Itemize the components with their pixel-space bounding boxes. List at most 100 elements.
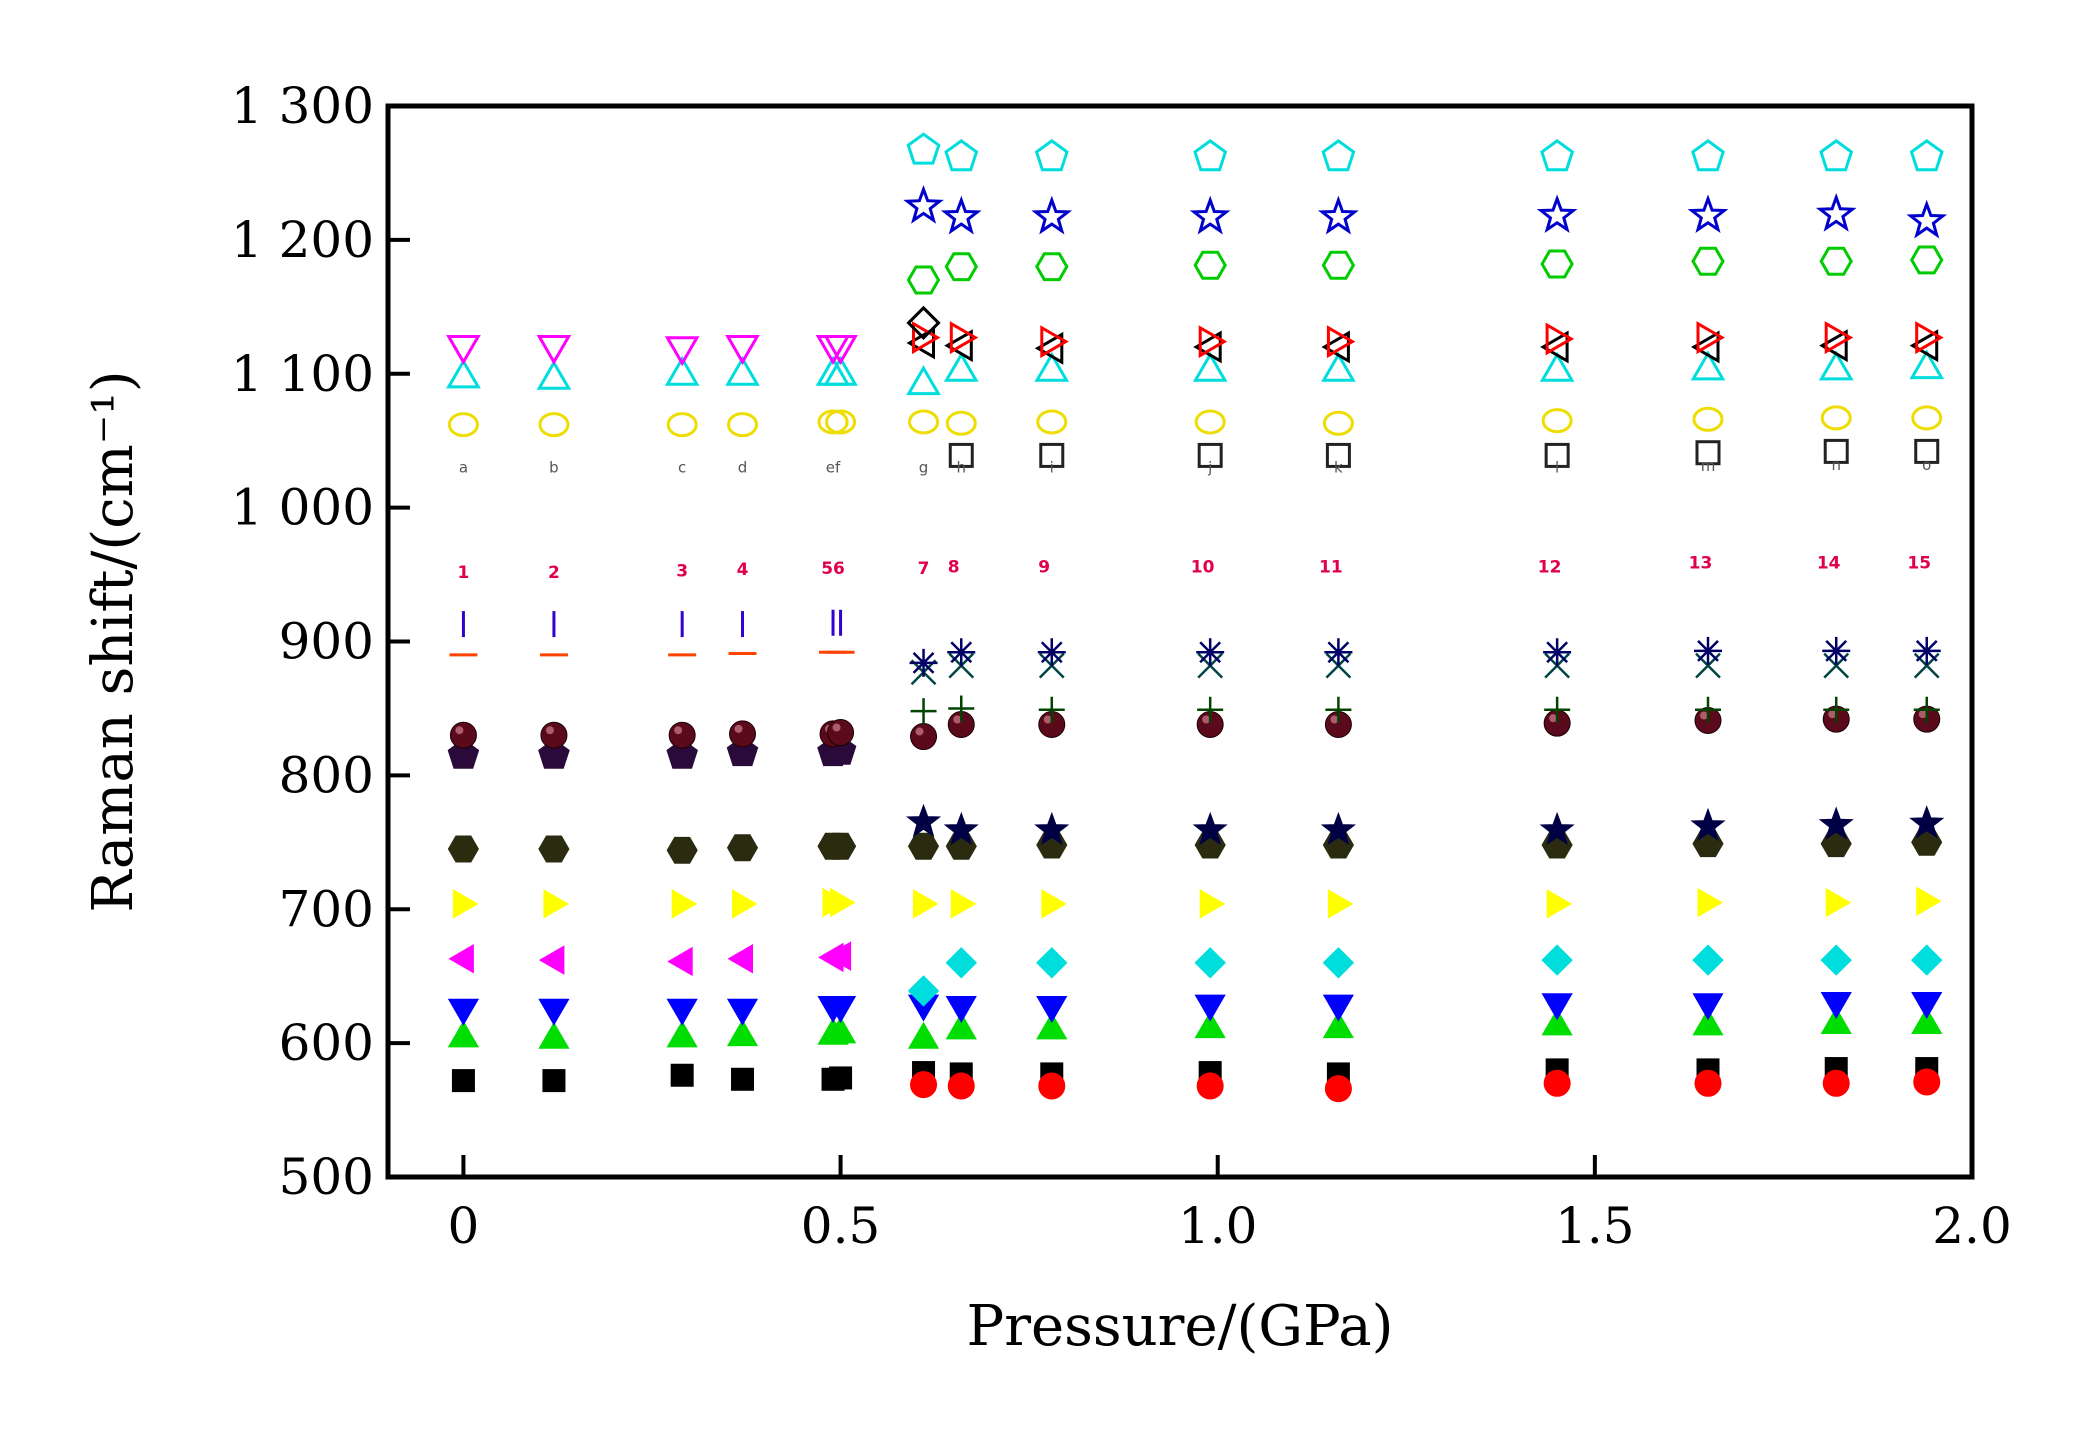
data-point (449, 721, 477, 749)
data-point (1325, 696, 1352, 723)
data-point (538, 738, 570, 769)
data-point (1193, 330, 1222, 364)
y-tick-label: 1 100 (231, 345, 374, 403)
data-point (725, 335, 760, 366)
data-point (1911, 828, 1943, 856)
data-point (1541, 408, 1573, 434)
data-point (1322, 994, 1354, 1022)
data-point-highlight (832, 723, 841, 732)
y-tick-label: 800 (279, 746, 374, 804)
data-point (950, 889, 977, 919)
data-point (1536, 194, 1578, 234)
data-point (1194, 1011, 1226, 1039)
data-point (1818, 806, 1854, 840)
data-point (1916, 886, 1942, 916)
data-point (536, 335, 572, 365)
data-point (945, 410, 977, 436)
x-tick-label: 0.5 (801, 1197, 881, 1255)
data-point (824, 996, 857, 1023)
data-point (1322, 947, 1355, 979)
data-point (945, 996, 977, 1023)
data-point (906, 305, 941, 341)
data-point (1326, 325, 1356, 359)
point-letter-label: b (549, 458, 559, 476)
data-point (543, 889, 569, 919)
data-point (732, 889, 758, 919)
data-point (1818, 350, 1854, 381)
data-point (907, 832, 940, 860)
data-point-highlight (455, 726, 464, 735)
data-point (664, 355, 700, 386)
data-point (1697, 887, 1724, 918)
point-letter-label: h (956, 458, 966, 476)
data-point (825, 409, 857, 435)
point-number-label: 14 (1817, 554, 1841, 574)
data-point (1189, 195, 1231, 235)
data-point (447, 998, 480, 1026)
data-point (1193, 250, 1227, 280)
data-point (1322, 1011, 1354, 1039)
x-tick-label: 2.0 (1932, 1197, 2012, 1255)
data-point (1690, 807, 1726, 842)
data-point (909, 648, 938, 677)
data-point (1034, 139, 1069, 172)
data-point (1324, 1075, 1352, 1103)
data-point (1196, 1072, 1224, 1100)
data-point (944, 329, 973, 363)
data-point (1696, 321, 1725, 355)
data-point (1546, 889, 1573, 919)
data-point (913, 889, 939, 919)
data-point (1543, 1069, 1571, 1097)
data-point (947, 1072, 975, 1100)
data-point (1912, 636, 1941, 665)
data-point (1540, 139, 1575, 172)
x-tick-label: 1.5 (1555, 1197, 1635, 1255)
data-point (729, 720, 757, 748)
data-point (1036, 1012, 1068, 1040)
data-point (542, 1069, 566, 1093)
data-point (1820, 1007, 1852, 1034)
data-point (908, 409, 940, 435)
data-point (1822, 636, 1851, 665)
data-point (940, 195, 982, 235)
data-point (948, 442, 974, 468)
data-point (943, 811, 979, 846)
data-point (1036, 996, 1068, 1023)
data-point (1034, 351, 1070, 382)
data-point (1324, 638, 1353, 667)
data-point (906, 803, 942, 838)
data-point-highlight (1330, 715, 1339, 724)
y-axis-title: Raman shift/(cm⁻¹) (81, 370, 146, 912)
data-point (1820, 992, 1852, 1019)
data-point (907, 1021, 940, 1049)
data-point (945, 947, 978, 979)
data-point (823, 355, 858, 386)
data-point-highlight (674, 726, 683, 735)
point-letter-label: ef (826, 458, 841, 476)
data-point (1823, 438, 1849, 464)
data-point (1199, 889, 1226, 919)
data-point (1321, 139, 1356, 172)
data-point (1035, 252, 1069, 282)
data-point (1911, 1007, 1943, 1034)
data-point (538, 998, 570, 1026)
data-point (1824, 321, 1854, 355)
y-tick-label: 1 200 (231, 211, 374, 269)
data-point (1909, 805, 1945, 839)
point-letter-label: g (919, 458, 929, 476)
data-point (1194, 409, 1226, 435)
data-point (1540, 249, 1574, 279)
x-axis-title: Pressure/(GPa) (967, 1294, 1394, 1359)
data-point (1040, 325, 1069, 359)
data-point (1196, 638, 1225, 667)
data-point (447, 412, 479, 438)
data-point (1913, 696, 1940, 723)
data-point (1695, 440, 1721, 466)
data-point (726, 1019, 759, 1047)
y-tick-label: 900 (279, 613, 374, 671)
data-point (727, 412, 759, 438)
point-number-label: 2 (548, 563, 560, 583)
point-number-label: 15 (1907, 554, 1931, 574)
data-point (830, 887, 856, 918)
data-point (1692, 406, 1724, 432)
